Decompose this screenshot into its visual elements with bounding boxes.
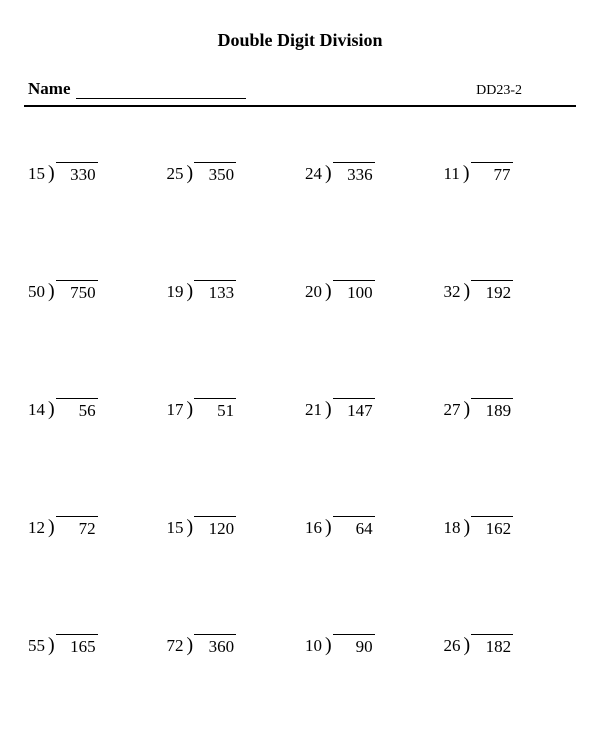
divisor: 14 <box>28 398 45 420</box>
division-bracket-icon: ) <box>461 399 472 419</box>
divisor: 11 <box>444 162 460 184</box>
dividend: 750 <box>56 280 98 303</box>
division-bracket-icon: ) <box>45 399 56 419</box>
worksheet-title: Double Digit Division <box>20 30 580 51</box>
divisor: 15 <box>28 162 45 184</box>
division-problem: 15)120 <box>167 516 296 539</box>
division-bracket-icon: ) <box>322 281 333 301</box>
divisor: 55 <box>28 634 45 656</box>
dividend: 182 <box>471 634 513 657</box>
dividend: 56 <box>56 398 98 421</box>
division-problem: 19)133 <box>167 280 296 303</box>
division-bracket-icon: ) <box>322 163 333 183</box>
dividend: 165 <box>56 634 98 657</box>
division-problem: 27)189 <box>444 398 573 421</box>
division-bracket-icon: ) <box>45 163 56 183</box>
division-problem: 25)350 <box>167 162 296 185</box>
division-problem: 21)147 <box>305 398 434 421</box>
dividend: 350 <box>194 162 236 185</box>
division-problem: 12)72 <box>28 516 157 539</box>
division-problem: 10)90 <box>305 634 434 657</box>
dividend: 360 <box>194 634 236 657</box>
dividend: 120 <box>194 516 236 539</box>
division-bracket-icon: ) <box>184 399 195 419</box>
divisor: 72 <box>167 634 184 656</box>
divisor: 25 <box>167 162 184 184</box>
division-problem: 16)64 <box>305 516 434 539</box>
dividend: 192 <box>471 280 513 303</box>
division-problem: 24)336 <box>305 162 434 185</box>
divisor: 32 <box>444 280 461 302</box>
division-problem: 14)56 <box>28 398 157 421</box>
dividend: 336 <box>333 162 375 185</box>
division-bracket-icon: ) <box>461 635 472 655</box>
division-problem: 11)77 <box>444 162 573 185</box>
divisor: 19 <box>167 280 184 302</box>
name-section: Name <box>28 79 246 99</box>
division-bracket-icon: ) <box>461 281 472 301</box>
worksheet-id: DD23-2 <box>476 83 522 99</box>
division-problem: 18)162 <box>444 516 573 539</box>
division-problem: 20)100 <box>305 280 434 303</box>
dividend: 330 <box>56 162 98 185</box>
divisor: 26 <box>444 634 461 656</box>
divisor: 10 <box>305 634 322 656</box>
divisor: 24 <box>305 162 322 184</box>
division-bracket-icon: ) <box>322 517 333 537</box>
divisor: 15 <box>167 516 184 538</box>
name-input-line[interactable] <box>76 98 246 99</box>
dividend: 64 <box>333 516 375 539</box>
division-bracket-icon: ) <box>45 281 56 301</box>
division-bracket-icon: ) <box>184 281 195 301</box>
divisor: 21 <box>305 398 322 420</box>
division-problem: 15)330 <box>28 162 157 185</box>
dividend: 77 <box>471 162 513 185</box>
division-problem: 72)360 <box>167 634 296 657</box>
division-bracket-icon: ) <box>460 163 471 183</box>
division-bracket-icon: ) <box>322 399 333 419</box>
name-label: Name <box>28 79 70 99</box>
header-row: Name DD23-2 <box>28 79 572 99</box>
division-bracket-icon: ) <box>184 517 195 537</box>
division-bracket-icon: ) <box>45 517 56 537</box>
dividend: 72 <box>56 516 98 539</box>
division-bracket-icon: ) <box>461 517 472 537</box>
header-divider <box>24 105 576 107</box>
divisor: 12 <box>28 516 45 538</box>
dividend: 90 <box>333 634 375 657</box>
division-bracket-icon: ) <box>184 635 195 655</box>
dividend: 189 <box>471 398 513 421</box>
division-problem: 32)192 <box>444 280 573 303</box>
divisor: 20 <box>305 280 322 302</box>
division-bracket-icon: ) <box>184 163 195 183</box>
problems-grid: 15)33025)35024)33611)7750)75019)13320)10… <box>20 162 580 657</box>
dividend: 100 <box>333 280 375 303</box>
dividend: 51 <box>194 398 236 421</box>
dividend: 147 <box>333 398 375 421</box>
divisor: 18 <box>444 516 461 538</box>
dividend: 133 <box>194 280 236 303</box>
division-problem: 55)165 <box>28 634 157 657</box>
divisor: 16 <box>305 516 322 538</box>
division-problem: 17)51 <box>167 398 296 421</box>
division-bracket-icon: ) <box>322 635 333 655</box>
division-problem: 26)182 <box>444 634 573 657</box>
divisor: 17 <box>167 398 184 420</box>
dividend: 162 <box>471 516 513 539</box>
division-problem: 50)750 <box>28 280 157 303</box>
divisor: 50 <box>28 280 45 302</box>
division-bracket-icon: ) <box>45 635 56 655</box>
divisor: 27 <box>444 398 461 420</box>
